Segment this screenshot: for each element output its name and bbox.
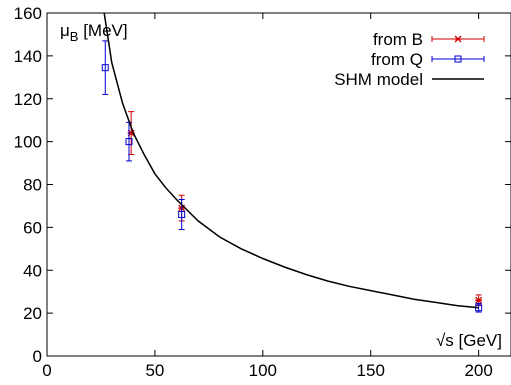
y-tick-label: 140 <box>14 47 42 66</box>
legend-label: SHM model <box>334 70 423 89</box>
data-point <box>178 211 186 219</box>
y-axis-title: μB [MeV] <box>60 21 128 44</box>
y-tick-label: 120 <box>14 90 42 109</box>
shm-model-line <box>103 13 479 309</box>
data-point <box>125 138 133 146</box>
x-tick-label: 0 <box>42 361 51 380</box>
legend-marker <box>454 55 462 63</box>
plot-frame <box>46 12 511 357</box>
series-shm-model <box>103 13 479 309</box>
y-tick-label: 20 <box>23 304 42 323</box>
y-title-subscript: B <box>70 29 79 44</box>
axes-layer: 0 20 40 60 80 100 120 140 160 0 50 100 150 200 <box>14 4 511 380</box>
y-tick-label: 40 <box>23 261 42 280</box>
y-tick-label: 80 <box>23 176 42 195</box>
y-title-symbol: μ <box>60 21 70 40</box>
y-tick-label: 0 <box>33 347 42 366</box>
y-tick-label: 100 <box>14 133 42 152</box>
data-point <box>475 296 483 304</box>
y-tick-label: 160 <box>14 4 42 23</box>
y-title-unit: [MeV] <box>78 21 127 40</box>
legend-label: from Q <box>371 50 423 69</box>
x-axis-title: √s [GeV] <box>436 331 502 350</box>
series-from-q <box>101 40 483 313</box>
x-tick-label: 50 <box>145 361 164 380</box>
x-tick-label: 150 <box>357 361 385 380</box>
y-tick-label: 60 <box>23 218 42 237</box>
x-tick-label: 100 <box>249 361 277 380</box>
data-layer <box>101 13 483 313</box>
series-from-b <box>127 111 483 307</box>
x-tick-label: 200 <box>464 361 492 380</box>
legend-label: from B <box>373 30 423 49</box>
data-point <box>101 64 109 72</box>
legend-marker <box>454 35 462 43</box>
